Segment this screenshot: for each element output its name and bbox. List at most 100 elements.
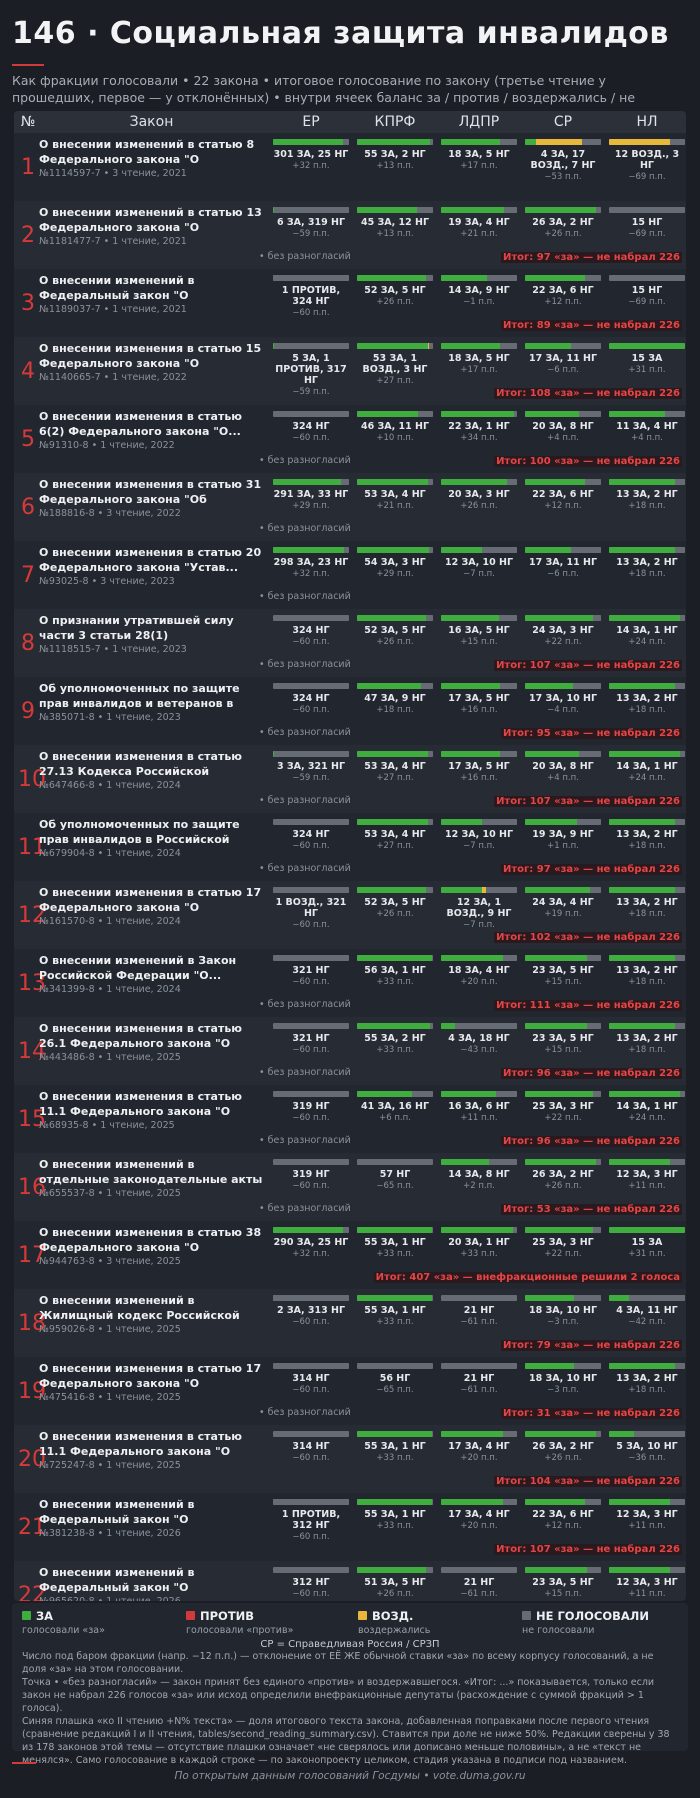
bar-segment-za bbox=[525, 1227, 593, 1233]
bar-segment-ng bbox=[441, 1567, 517, 1573]
deviation-label: +18 п.п. bbox=[628, 841, 666, 851]
vote-bar bbox=[357, 547, 433, 553]
vote-bar bbox=[609, 683, 685, 689]
vote-cell-kprf: 55 ЗА, 2 НГ +33 п.п. bbox=[357, 1023, 433, 1055]
vote-cell-kprf: 56 ЗА, 1 НГ +33 п.п. bbox=[357, 955, 433, 987]
vote-label: 321 НГ bbox=[292, 1033, 330, 1044]
legend-items: ЗА голосовали «за» ПРОТИВ голосовали «пр… bbox=[22, 1609, 678, 1637]
vote-bar bbox=[273, 683, 349, 689]
law-number: 4 bbox=[21, 359, 35, 384]
vote-bar bbox=[273, 343, 349, 349]
vote-cell-er: 2 ЗА, 313 НГ −60 п.п. bbox=[273, 1295, 349, 1327]
deviation-label: −60 п.п. bbox=[292, 1532, 330, 1542]
deviation-label: +12 п.п. bbox=[544, 1521, 582, 1531]
legend-label-protiv: ПРОТИВ bbox=[200, 1609, 255, 1623]
deviation-label: −65 п.п. bbox=[376, 1385, 414, 1395]
bar-segment-za bbox=[441, 1023, 455, 1029]
vote-label: 18 ЗА, 10 НГ bbox=[528, 1373, 598, 1384]
consensus-note: • без разногласий bbox=[259, 523, 351, 534]
vote-cell-er: 3 ЗА, 321 НГ −59 п.п. bbox=[273, 751, 349, 783]
vote-bar bbox=[273, 207, 349, 213]
vote-cell-ldpr: 20 ЗА, 1 НГ +33 п.п. bbox=[441, 1227, 517, 1259]
vote-cell-er: 319 НГ −60 п.п. bbox=[273, 1091, 349, 1123]
vote-bar bbox=[525, 139, 601, 145]
vote-bar bbox=[357, 1363, 433, 1369]
vote-label: 19 ЗА, 4 НГ bbox=[448, 217, 510, 228]
vote-bar bbox=[609, 1227, 685, 1233]
law-title: О внесении изменений в статью 13 Федерал… bbox=[39, 206, 262, 234]
consensus-note: • без разногласий bbox=[259, 1135, 351, 1146]
bar-segment-ng bbox=[273, 615, 349, 621]
vote-label: 23 ЗА, 5 НГ bbox=[532, 1033, 594, 1044]
vote-cell-ldpr: 18 ЗА, 5 НГ +17 п.п. bbox=[441, 139, 517, 171]
deviation-label: −53 п.п. bbox=[544, 172, 582, 182]
vote-label: 17 ЗА, 4 НГ bbox=[448, 1509, 510, 1520]
vote-cell-sr: 22 ЗА, 6 НГ +12 п.п. bbox=[525, 275, 601, 307]
vote-cell-nl: 12 ЗА, 3 НГ +11 п.п. bbox=[609, 1567, 685, 1599]
bar-segment-za bbox=[357, 479, 428, 485]
vote-cell-ldpr: 14 ЗА, 9 НГ −1 п.п. bbox=[441, 275, 517, 307]
law-title: О внесении изменения в статью 15 Федерал… bbox=[39, 342, 262, 370]
bar-segment-za bbox=[357, 1023, 431, 1029]
bar-segment-za bbox=[357, 683, 421, 689]
vote-cell-er: 312 НГ −60 п.п. bbox=[273, 1567, 349, 1599]
deviation-label: −7 п.п. bbox=[463, 569, 495, 579]
vote-bar bbox=[609, 955, 685, 961]
deviation-label: +15 п.п. bbox=[460, 637, 498, 647]
bar-segment-za bbox=[609, 411, 665, 417]
vote-label: 26 ЗА, 2 НГ bbox=[532, 217, 594, 228]
deviation-label: +24 п.п. bbox=[628, 773, 666, 783]
legend-label-ng: НЕ ГОЛОСОВАЛИ bbox=[536, 1609, 649, 1623]
bar-segment-za bbox=[441, 547, 483, 553]
law-meta: №68935-8 • 1 чтение, 2025 bbox=[39, 1120, 175, 1131]
itog-label: Итог: 107 «за» — не набрал 226 bbox=[494, 1544, 682, 1555]
vote-bar bbox=[441, 887, 517, 893]
vote-bar bbox=[609, 1567, 685, 1573]
itog-label: Итог: 107 «за» — не набрал 226 bbox=[494, 796, 682, 807]
vote-label: 298 ЗА, 23 НГ bbox=[273, 557, 349, 568]
vote-cell-nl: 15 ЗА +31 п.п. bbox=[609, 1227, 685, 1259]
bar-segment-za bbox=[525, 683, 573, 689]
bar-segment-ng bbox=[454, 1023, 517, 1029]
deviation-label: −60 п.п. bbox=[292, 1113, 330, 1123]
vote-label: 26 ЗА, 2 НГ bbox=[532, 1441, 594, 1452]
vote-label: 23 ЗА, 5 НГ bbox=[532, 1577, 594, 1588]
bar-segment-ng bbox=[587, 1023, 601, 1029]
vote-cell-kprf: 53 ЗА, 1 ВОЗД., 3 НГ +27 п.п. bbox=[357, 343, 433, 386]
bar-segment-za bbox=[525, 1159, 596, 1165]
law-number: 22 bbox=[18, 1583, 46, 1601]
bar-segment-ng bbox=[584, 1499, 601, 1505]
deviation-label: +18 п.п. bbox=[376, 705, 414, 715]
law-number: 17 bbox=[18, 1243, 46, 1268]
vote-label: 22 ЗА, 6 НГ bbox=[532, 489, 594, 500]
bar-segment-za bbox=[441, 887, 483, 893]
deviation-label: +4 п.п. bbox=[631, 433, 663, 443]
deviation-label: +18 п.п. bbox=[628, 977, 666, 987]
deviation-label: +24 п.п. bbox=[628, 637, 666, 647]
deviation-label: +31 п.п. bbox=[628, 1249, 666, 1259]
law-number: 11 bbox=[18, 835, 46, 860]
law-number: 6 bbox=[21, 495, 35, 520]
bar-segment-za bbox=[357, 411, 419, 417]
bar-segment-ng bbox=[430, 1023, 433, 1029]
legend-desc-protiv: голосовали «против» bbox=[186, 1625, 294, 1636]
vote-cell-kprf: 55 ЗА, 1 НГ +33 п.п. bbox=[357, 1295, 433, 1327]
bar-segment-vozd bbox=[427, 343, 429, 349]
vote-cell-er: 301 ЗА, 25 НГ +32 п.п. bbox=[273, 139, 349, 171]
bar-segment-za bbox=[441, 1091, 497, 1097]
bar-segment-za bbox=[357, 955, 432, 961]
bar-segment-ng bbox=[427, 819, 433, 825]
bar-segment-ng bbox=[609, 275, 685, 281]
bar-segment-ng bbox=[498, 615, 517, 621]
bar-segment-ng bbox=[674, 1363, 685, 1369]
vote-cell-nl: 13 ЗА, 2 НГ +18 п.п. bbox=[609, 479, 685, 511]
vote-label: 17 ЗА, 5 НГ bbox=[448, 761, 510, 772]
legend-item-za: ЗА голосовали «за» bbox=[22, 1609, 105, 1636]
deviation-label: −60 п.п. bbox=[292, 1045, 330, 1055]
deviation-label: +32 п.п. bbox=[292, 161, 330, 171]
vote-label: 314 НГ bbox=[292, 1441, 330, 1452]
bar-segment-ng bbox=[273, 955, 349, 961]
vote-cell-ldpr: 16 ЗА, 5 НГ +15 п.п. bbox=[441, 615, 517, 647]
vote-label: 12 ЗА, 10 НГ bbox=[444, 557, 514, 568]
vote-bar bbox=[357, 683, 433, 689]
